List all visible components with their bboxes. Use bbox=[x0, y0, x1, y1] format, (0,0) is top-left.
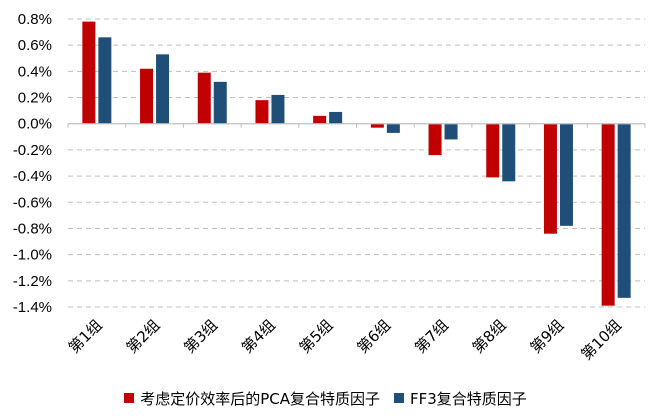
bar-series-2 bbox=[444, 123, 458, 140]
y-tick-label: 0.0% bbox=[18, 116, 52, 133]
y-tick-label: -0.6% bbox=[13, 194, 52, 211]
x-tick-label: 第8组 bbox=[469, 316, 510, 357]
legend-item-series-2: FF3复合特质因子 bbox=[393, 388, 527, 409]
legend-swatch-series-1 bbox=[124, 393, 135, 403]
y-tick-label: -1.0% bbox=[13, 247, 52, 264]
bar-series-2 bbox=[502, 123, 516, 182]
bar-series-1 bbox=[428, 123, 442, 156]
y-tick-label: -0.8% bbox=[13, 220, 52, 237]
grid-lines bbox=[68, 18, 645, 308]
bars-group bbox=[82, 21, 631, 306]
bar-series-1 bbox=[486, 123, 500, 178]
bar-series-2 bbox=[617, 123, 631, 298]
bar-series-1 bbox=[255, 100, 269, 124]
bar-series-2 bbox=[329, 111, 343, 124]
y-axis-ticks: 0.8% 0.6% 0.4% 0.2% 0.0% -0.2% -0.4% -0.6% -0.8%… bbox=[13, 11, 52, 316]
legend-label-series-1: 考虑定价效率后的PCA复合特质因子 bbox=[140, 389, 380, 408]
x-tick-label: 第10组 bbox=[578, 316, 625, 363]
legend-label-series-2: FF3复合特质因子 bbox=[409, 389, 527, 408]
x-tick-label: 第6组 bbox=[353, 316, 394, 357]
y-tick-label: -0.2% bbox=[13, 142, 52, 159]
bar-chart: 0.8% 0.6% 0.4% 0.2% 0.0% -0.2% -0.4% -0.6% -0.8%… bbox=[13, 11, 646, 364]
y-tick-label: -1.2% bbox=[13, 273, 52, 290]
bar-series-2 bbox=[386, 123, 400, 133]
bar-series-2 bbox=[271, 94, 285, 124]
y-tick-label: 0.8% bbox=[18, 11, 52, 28]
y-tick-label: -1.4% bbox=[13, 299, 52, 316]
bar-series-2 bbox=[98, 37, 112, 124]
legend-item-series-1: 考虑定价效率后的PCA复合特质因子 bbox=[124, 388, 380, 409]
y-tick-label: 0.6% bbox=[18, 37, 52, 54]
x-tick-label: 第1组 bbox=[65, 316, 106, 357]
legend-swatch-series-2 bbox=[393, 393, 404, 403]
x-axis-ticks: 第1组 第2组 第3组 第4组 第5组 第6组 第7组 第8组 第9组 第10组 bbox=[65, 316, 625, 363]
x-tick-label: 第5组 bbox=[296, 316, 337, 357]
legend: 考虑定价效率后的PCA复合特质因子 FF3复合特质因子 bbox=[0, 386, 651, 410]
y-tick-label: -0.4% bbox=[13, 168, 52, 185]
bar-series-2 bbox=[559, 123, 573, 226]
x-tick-label: 第4组 bbox=[238, 316, 279, 357]
y-tick-label: 0.2% bbox=[18, 90, 52, 107]
x-tick-label: 第7组 bbox=[411, 316, 452, 357]
bar-series-1 bbox=[140, 68, 154, 124]
bar-series-2 bbox=[213, 81, 227, 124]
bar-series-1 bbox=[197, 72, 211, 124]
bar-series-1 bbox=[313, 115, 327, 124]
bar-series-2 bbox=[156, 54, 170, 124]
y-tick-label: 0.4% bbox=[18, 63, 52, 80]
x-tick-label: 第3组 bbox=[180, 316, 221, 357]
x-tick-label: 第2组 bbox=[123, 316, 164, 357]
bar-series-1 bbox=[370, 123, 384, 128]
x-axis bbox=[67, 123, 646, 128]
bar-series-1 bbox=[82, 21, 96, 124]
x-tick-label: 第9组 bbox=[527, 316, 568, 357]
bar-series-1 bbox=[543, 123, 557, 234]
bar-series-1 bbox=[601, 123, 615, 306]
